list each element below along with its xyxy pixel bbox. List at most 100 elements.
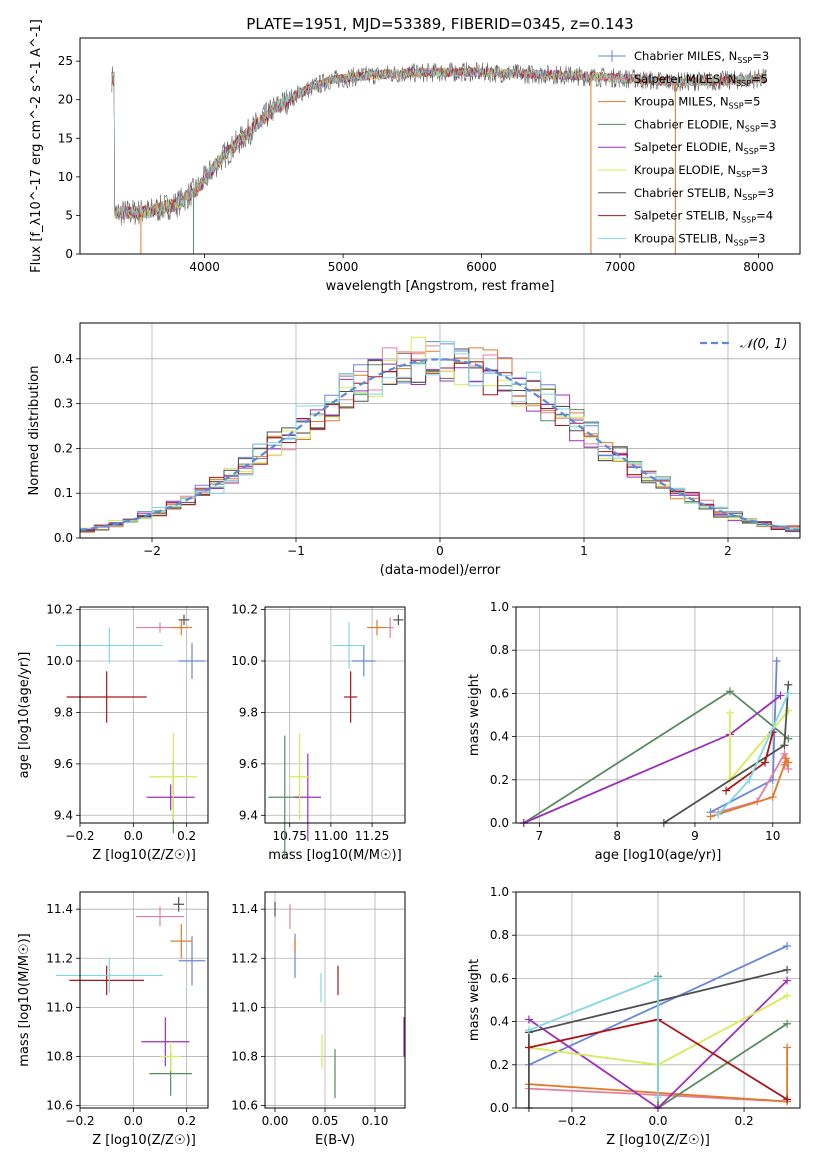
weight-point bbox=[745, 775, 754, 784]
panel-weight-vs-Z: −0.2 0.0 0.2 0.0 0.2 0.4 0.6 0.8 1.0 Z [log10(Z/Z… bbox=[467, 885, 801, 1148]
spectrum-8 bbox=[111, 66, 767, 219]
legend-label: Chabrier STELIB, NSSP=3 bbox=[634, 186, 774, 202]
x-tick-label: 4000 bbox=[189, 260, 220, 274]
y-tick-label: 11.0 bbox=[231, 1000, 258, 1014]
y-tick-label: 0.8 bbox=[490, 928, 509, 942]
x-tick-label: 0.0 bbox=[124, 1114, 143, 1128]
x-axis-label: wavelength [Angstrom, rest frame] bbox=[326, 279, 555, 294]
y-tick-label: 0.3 bbox=[54, 397, 73, 411]
normal-curve bbox=[79, 358, 801, 532]
panel-residuals: −2 −1 0 1 2 0.0 0.1 0.2 0.3 0.4 (data-model)/error… bbox=[27, 322, 801, 578]
x-axis-label: mass [log10(M/M☉)] bbox=[268, 848, 401, 863]
y-tick-label: 0.2 bbox=[490, 1058, 509, 1072]
y-tick-label: 25 bbox=[58, 54, 73, 68]
weight-series-5 bbox=[729, 710, 789, 783]
x-tick-label: −1 bbox=[287, 544, 305, 558]
y-tick-label: 0 bbox=[65, 247, 73, 261]
x-tick-label: 0.2 bbox=[177, 1114, 196, 1128]
y-tick-label: 0.4 bbox=[54, 352, 73, 366]
x-tick-label: 0.2 bbox=[177, 829, 196, 843]
weight-series-8 bbox=[717, 693, 790, 816]
legend-label: Salpeter ELODIE, NSSP=3 bbox=[634, 140, 776, 156]
x-tick-label: 0.10 bbox=[362, 1114, 389, 1128]
y-tick-label: 9.8 bbox=[54, 705, 73, 719]
x-tick-label: 7000 bbox=[605, 260, 636, 274]
x-tick-label: 2 bbox=[724, 544, 732, 558]
y-axis-label: Normed distribution bbox=[27, 366, 42, 496]
y-tick-label: 0.0 bbox=[54, 531, 73, 545]
y-tick-label: 10.0 bbox=[46, 654, 73, 668]
legend-label: Chabrier MILES, NSSP=3 bbox=[634, 49, 769, 65]
x-tick-label: 11.25 bbox=[355, 829, 389, 843]
panel-mass-vs-EBV: 0.00 0.05 0.10 10.6 10.8 11.0 11.2 11.4 E(B-V) bbox=[231, 891, 406, 1148]
x-tick-label: 7 bbox=[536, 829, 544, 843]
weight-point bbox=[780, 741, 789, 750]
weight-series-8 bbox=[528, 977, 659, 1098]
x-tick-label: 5000 bbox=[328, 260, 359, 274]
plot-frame bbox=[515, 606, 801, 824]
weight-point bbox=[706, 812, 715, 821]
y-tick-label: 10 bbox=[58, 170, 73, 184]
x-tick-label: 8000 bbox=[743, 260, 774, 274]
y-axis-label: age [log10(age/yr)] bbox=[17, 652, 32, 779]
weight-point bbox=[784, 706, 793, 715]
y-tick-label: 10.2 bbox=[231, 603, 258, 617]
weight-point bbox=[784, 689, 793, 698]
weight-point bbox=[768, 793, 777, 802]
legend: Chabrier MILES, NSSP=3 Salpeter MILES, NS… bbox=[598, 49, 777, 247]
plot-frame bbox=[79, 37, 801, 255]
panel-spectrum: 4000 5000 6000 7000 8000 0 5 10 15 20 25 wavelength… bbox=[29, 19, 801, 294]
x-axis-label: (data-model)/error bbox=[380, 563, 501, 578]
y-tick-label: 9.6 bbox=[239, 757, 258, 771]
weight-series-4 bbox=[523, 694, 782, 824]
figure-title: PLATE=1951, MJD=53389, FIBERID=0345, z=0… bbox=[246, 15, 633, 33]
x-tick-label: −0.2 bbox=[557, 1114, 586, 1128]
weight-point bbox=[524, 1015, 533, 1024]
weight-point bbox=[722, 786, 731, 795]
x-tick-label: −0.2 bbox=[65, 829, 94, 843]
x-axis-label: age [log10(age/yr)] bbox=[595, 848, 722, 863]
weight-point bbox=[783, 1019, 792, 1028]
legend-label: Salpeter STELIB, NSSP=4 bbox=[634, 209, 773, 225]
weight-point bbox=[772, 657, 781, 665]
weight-point bbox=[725, 687, 734, 696]
y-tick-label: 5 bbox=[65, 208, 73, 222]
x-tick-label: 1 bbox=[580, 544, 588, 558]
x-tick-label: 0.00 bbox=[262, 1114, 289, 1128]
panel-age-vs-Z: −0.2 0.0 0.2 9.4 9.6 9.8 10.0 10.2 Z [log10(Z/Z☉… bbox=[17, 603, 209, 863]
weight-point bbox=[524, 1043, 533, 1052]
y-tick-label: 0.4 bbox=[490, 730, 509, 744]
y-tick-label: 11.2 bbox=[46, 951, 73, 965]
weight-point bbox=[781, 754, 790, 763]
weight-point bbox=[776, 691, 785, 700]
y-tick-label: 0.1 bbox=[54, 486, 73, 500]
plot-frame bbox=[79, 322, 801, 539]
y-tick-label: 10.6 bbox=[46, 1099, 73, 1113]
legend-label: Salpeter MILES, NSSP=5 bbox=[634, 72, 768, 88]
weight-point bbox=[783, 965, 792, 974]
legend-label: Kroupa ELODIE, NSSP=3 bbox=[634, 163, 768, 179]
weight-point bbox=[524, 1026, 533, 1035]
y-tick-label: 1.0 bbox=[490, 885, 509, 899]
y-tick-label: 11.4 bbox=[231, 902, 258, 916]
plot-frame bbox=[79, 891, 209, 1109]
y-tick-label: 0.4 bbox=[490, 1015, 509, 1029]
y-tick-label: 10.0 bbox=[231, 654, 258, 668]
x-axis-label: Z [log10(Z/Z☉)] bbox=[92, 1133, 196, 1148]
plot-frame bbox=[515, 891, 801, 1109]
x-axis-label: Z [log10(Z/Z☉)] bbox=[92, 848, 196, 863]
x-tick-label: −2 bbox=[143, 544, 161, 558]
weight-point bbox=[783, 976, 792, 985]
weight-point bbox=[783, 991, 792, 1000]
x-tick-label: 6000 bbox=[466, 260, 497, 274]
legend-label: Kroupa STELIB, NSSP=3 bbox=[634, 231, 765, 247]
y-tick-label: 10.2 bbox=[46, 603, 73, 617]
y-axis-label: mass weight bbox=[467, 959, 482, 1041]
y-axis-label: mass [log10(M/M☉)] bbox=[17, 933, 32, 1066]
y-tick-label: 15 bbox=[58, 131, 73, 145]
weight-point bbox=[780, 749, 789, 758]
y-tick-label: 9.6 bbox=[54, 757, 73, 771]
x-tick-label: 0.0 bbox=[648, 1114, 667, 1128]
weight-point bbox=[784, 680, 793, 689]
